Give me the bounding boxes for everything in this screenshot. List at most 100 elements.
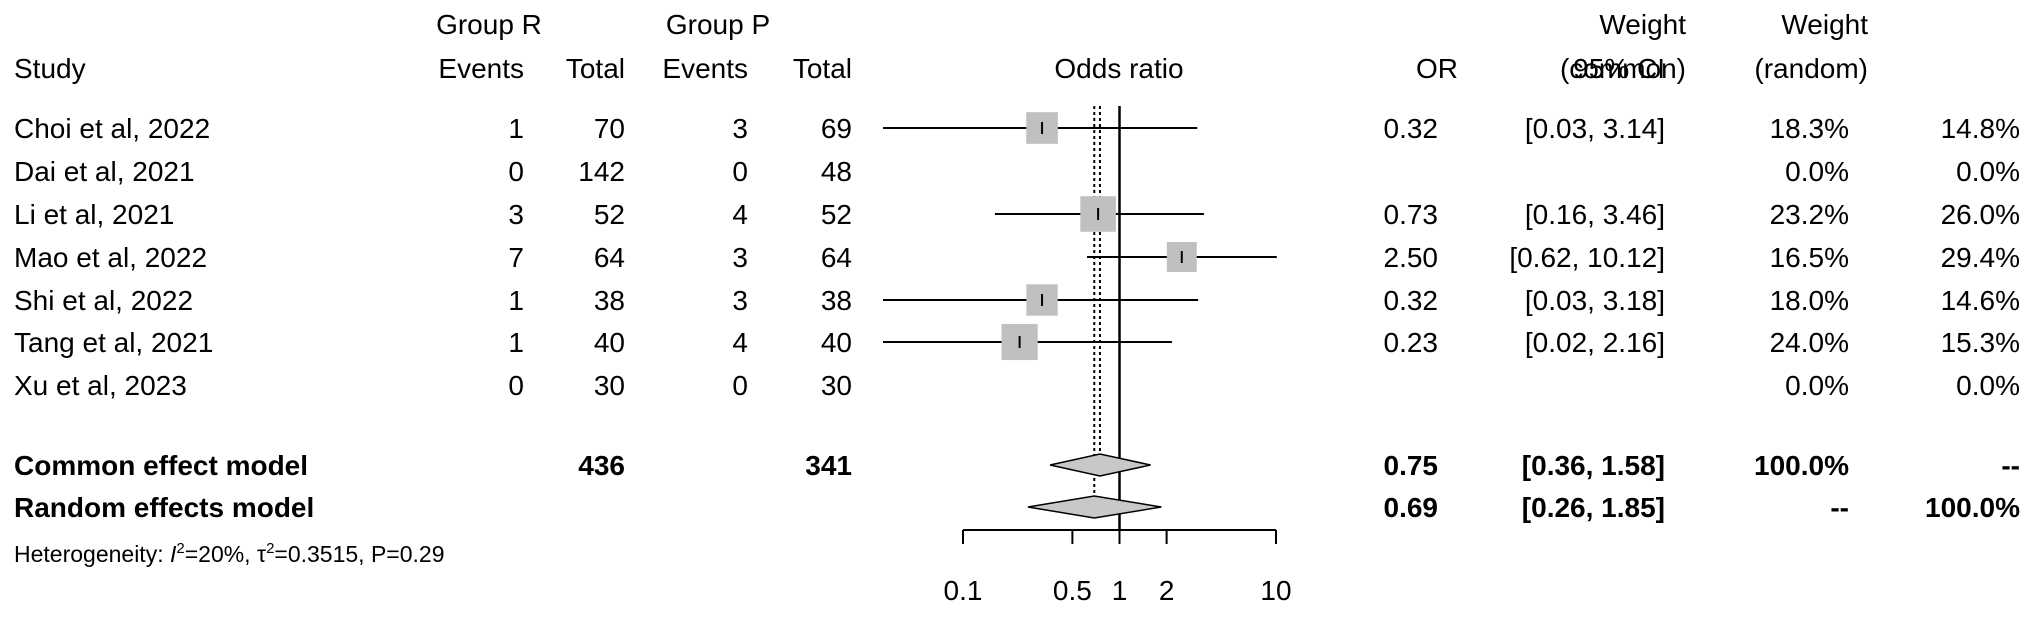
weight-random-cell: 14.8% (1941, 113, 2020, 144)
study-header: Study (14, 53, 86, 84)
r-events-cell: 1 (508, 285, 524, 316)
p-total-cell: 38 (821, 285, 852, 316)
x-tick-label: 2 (1159, 575, 1175, 606)
weight-common-cell: 24.0% (1770, 327, 1849, 358)
weight-random-cell: 0.0% (1956, 370, 2020, 401)
ci-cell: [0.36, 1.58] (1522, 450, 1665, 481)
ci-cell: [0.03, 3.18] (1525, 285, 1665, 316)
x-tick-label: 0.5 (1053, 575, 1092, 606)
study-row: Tang et al, 2021 1 40 4 40 0.23 [0.02, 2.16] 24… (14, 327, 2020, 358)
r-total-cell: 436 (578, 450, 625, 481)
p-total-cell: 48 (821, 156, 852, 187)
x-tick-label: 1 (1112, 575, 1128, 606)
or-cell: 0.75 (1384, 450, 1439, 481)
or-cell: 0.32 (1384, 285, 1439, 316)
random-effects-diamond (1027, 495, 1162, 519)
summary-label: Common effect model (14, 450, 308, 481)
or-header: OR (1416, 53, 1458, 84)
weight-random-header-line1: Weight (1781, 9, 1868, 40)
study-row: Shi et al, 2022 1 38 3 38 0.32 [0.03, 3.18] 18.… (14, 285, 2020, 316)
r-events-header: Events (438, 53, 524, 84)
weight-common-cell: 100.0% (1754, 450, 1849, 481)
r-total-header: Total (566, 53, 625, 84)
weight-random-cell: 15.3% (1941, 327, 2020, 358)
weight-common-header-line2: (common) (1560, 53, 1686, 84)
study-row: Dai et al, 2021 0 142 0 48 0.0% 0.0% (14, 156, 2020, 187)
heterogeneity-prefix: Heterogeneity: (14, 541, 170, 567)
group-r-header: Group R (436, 9, 542, 40)
tau-symbol: τ (257, 541, 266, 567)
common-effect-diamond (1049, 453, 1151, 477)
weight-random-cell: 29.4% (1941, 242, 2020, 273)
summary-rows: Common effect model 436 341 0.75 [0.36, 1.58… (14, 450, 2020, 523)
ci-cell: [0.16, 3.46] (1525, 199, 1665, 230)
r-events-cell: 7 (508, 242, 524, 273)
r-events-cell: 0 (508, 156, 524, 187)
x-tick-label: 0.1 (944, 575, 983, 606)
weight-random-cell: -- (2001, 450, 2020, 481)
or-cell: 0.23 (1384, 327, 1439, 358)
weight-random-cell: 14.6% (1941, 285, 2020, 316)
p-events-cell: 3 (732, 285, 748, 316)
summary-label: Random effects model (14, 492, 314, 523)
r-events-cell: 1 (508, 113, 524, 144)
weight-common-cell: 0.0% (1785, 156, 1849, 187)
r-total-cell: 64 (594, 242, 625, 273)
summary-row: Common effect model 436 341 0.75 [0.36, 1.58… (14, 450, 2020, 481)
r-total-cell: 70 (594, 113, 625, 144)
r-total-cell: 142 (578, 156, 625, 187)
i2-symbol: I (170, 541, 177, 567)
p-total-cell: 341 (805, 450, 852, 481)
or-cell: 0.73 (1384, 199, 1439, 230)
study-name: Shi et al, 2022 (14, 285, 193, 316)
study-row: Li et al, 2021 3 52 4 52 0.73 [0.16, 3.46] 23.2… (14, 199, 2020, 230)
plot-area: 0.1 0.5 1 2 10 (883, 106, 1292, 606)
weight-common-cell: 16.5% (1770, 242, 1849, 273)
weight-common-header-line1: Weight (1599, 9, 1686, 40)
ci-cell: [0.26, 1.85] (1522, 492, 1665, 523)
study-row: Xu et al, 2023 0 30 0 30 0.0% 0.0% (14, 370, 2020, 401)
r-events-cell: 1 (508, 327, 524, 358)
odds-ratio-header: Odds ratio (1054, 53, 1183, 84)
or-cell: 2.50 (1384, 242, 1439, 273)
i2-value: =20%, (185, 541, 257, 567)
x-tick-label: 10 (1260, 575, 1291, 606)
p-events-cell: 0 (732, 370, 748, 401)
weight-random-cell: 0.0% (1956, 156, 2020, 187)
ci-cell: [0.02, 2.16] (1525, 327, 1665, 358)
tau-superscript: 2 (266, 540, 274, 557)
study-row: Mao et al, 2022 7 64 3 64 2.50 [0.62, 10.12] 16… (14, 242, 2020, 273)
weight-random-cell: 100.0% (1925, 492, 2020, 523)
study-name: Dai et al, 2021 (14, 156, 195, 187)
weight-common-cell: -- (1830, 492, 1849, 523)
r-total-cell: 40 (594, 327, 625, 358)
p-total-cell: 30 (821, 370, 852, 401)
summary-row: Random effects model 0.69 [0.26, 1.85] -- 10… (14, 492, 2020, 523)
r-total-cell: 38 (594, 285, 625, 316)
i2-superscript: 2 (176, 540, 184, 557)
ci-cell: [0.62, 10.12] (1509, 242, 1665, 273)
tau-value: =0.3515, P=0.29 (274, 541, 444, 567)
weight-common-cell: 18.0% (1770, 285, 1849, 316)
p-events-header: Events (662, 53, 748, 84)
group-p-header: Group P (666, 9, 770, 40)
p-events-cell: 4 (732, 199, 748, 230)
heterogeneity-text: Heterogeneity: I2=20%, τ2=0.3515, P=0.29 (14, 540, 445, 567)
weight-common-cell: 23.2% (1770, 199, 1849, 230)
study-name: Xu et al, 2023 (14, 370, 187, 401)
column-headers: Group R Group P Weight Weight Study Even… (14, 9, 1868, 84)
study-name: Choi et al, 2022 (14, 113, 210, 144)
p-events-cell: 3 (732, 242, 748, 273)
p-events-cell: 0 (732, 156, 748, 187)
or-cell: 0.69 (1384, 492, 1439, 523)
p-total-cell: 69 (821, 113, 852, 144)
p-total-cell: 64 (821, 242, 852, 273)
p-total-cell: 40 (821, 327, 852, 358)
weight-common-cell: 18.3% (1770, 113, 1849, 144)
weight-random-cell: 26.0% (1941, 199, 2020, 230)
p-events-cell: 3 (732, 113, 748, 144)
study-name: Mao et al, 2022 (14, 242, 207, 273)
r-events-cell: 0 (508, 370, 524, 401)
r-total-cell: 52 (594, 199, 625, 230)
